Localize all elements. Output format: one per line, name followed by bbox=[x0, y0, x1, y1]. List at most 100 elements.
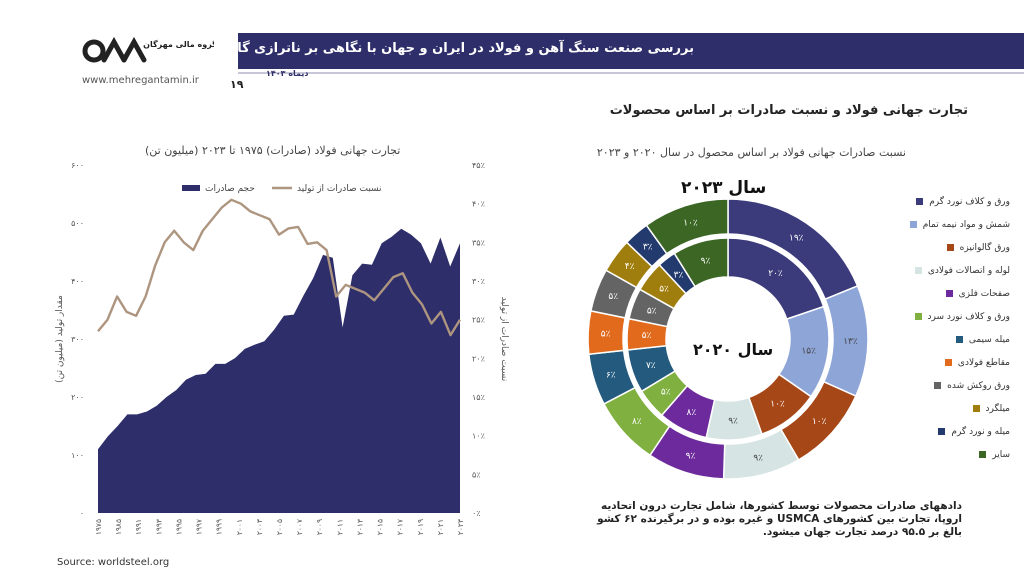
report-title: بررسی صنعت سنگ آهن و فولاد در ایران و جه… bbox=[88, 41, 694, 56]
company-logo: گروه مالی مهرگان bbox=[82, 36, 214, 63]
y-left-tick: ۳۰۰ bbox=[71, 335, 84, 344]
inner-ring-slice-label: ۲۰٪ bbox=[768, 269, 783, 279]
legend-item: صفحات فلزی bbox=[860, 282, 1010, 305]
y-left-tick: ۲۰۰ bbox=[71, 393, 84, 402]
logo-text: گروه مالی مهرگان bbox=[143, 39, 214, 49]
x-tick: ۲۰۲۳ bbox=[456, 519, 465, 535]
outer-ring-slice-label: ۸٪ bbox=[632, 417, 642, 427]
y-right-tick: ۳۰٪ bbox=[472, 277, 485, 286]
legend-swatch bbox=[934, 382, 942, 389]
footnote: دادههای صادرات محصولات توسط کشورها، شامل… bbox=[597, 500, 962, 538]
legend-swatch-volume bbox=[182, 185, 200, 191]
y-left-tick: ۶۰۰ bbox=[71, 161, 84, 170]
legend-label: لوله و اتصالات فولادی bbox=[927, 265, 1010, 276]
legend-item: سایر bbox=[860, 443, 1010, 466]
source-note: Source: worldsteel.org bbox=[57, 557, 170, 568]
pie-chart-title: نسبت صادرات جهانی فولاد بر اساس محصول در… bbox=[596, 146, 906, 159]
outer-ring-slice-label: ۵٪ bbox=[608, 292, 618, 302]
y-right-tick: ۲۵٪ bbox=[472, 316, 485, 325]
inner-ring-slice bbox=[673, 237, 729, 288]
y-left-axis-title: مقدار تولید (میلیون تن) bbox=[55, 295, 65, 383]
legend-label: میله سیمی bbox=[968, 334, 1010, 345]
y-right-tick: ۴۰٪ bbox=[472, 200, 485, 209]
y-left-tick: ۴۰۰ bbox=[71, 277, 84, 286]
outer-ring-slice-label: ۹٪ bbox=[753, 454, 763, 464]
inner-ring-slice-label: ۵٪ bbox=[661, 387, 671, 397]
legend-swatch bbox=[946, 244, 954, 251]
y-left-tick: ۵۰۰ bbox=[71, 219, 84, 228]
report-date: دیماه ۱۴۰۳ bbox=[266, 69, 309, 78]
outer-ring-slice-label: ۴٪ bbox=[625, 262, 635, 272]
inner-ring-slice-label: ۵٪ bbox=[659, 284, 669, 294]
section-title: تجارت جهانی فولاد و نسبت صادرات بر اساس … bbox=[609, 103, 968, 118]
x-tick: ۲۰۲۱ bbox=[436, 519, 445, 535]
legend-item: میلگرد bbox=[860, 397, 1010, 420]
x-tick: ۲۰۱۹ bbox=[416, 519, 425, 535]
y-right-tick: ۱۰٪ bbox=[472, 432, 485, 441]
legend-item: لوله و اتصالات فولادی bbox=[860, 259, 1010, 282]
inner-ring-slice-label: ۷٪ bbox=[646, 361, 656, 371]
outer-ring-slice-label: ۹٪ bbox=[686, 452, 696, 462]
legend-item: مقاطع فولادی bbox=[860, 351, 1010, 374]
outer-ring-label: سال ۲۰۲۳ bbox=[681, 178, 767, 198]
legend-item: شمش و مواد نیمه تمام bbox=[860, 213, 1010, 236]
legend-swatch bbox=[972, 405, 980, 412]
inner-ring-slice-label: ۳٪ bbox=[674, 270, 684, 280]
x-tick: ۱۹۸۵ bbox=[114, 519, 123, 535]
outer-ring-slice bbox=[645, 198, 729, 255]
legend-item: میله و نورد گرم bbox=[860, 420, 1010, 443]
legend-swatch bbox=[955, 336, 963, 343]
site-url[interactable]: www.mehregantamin.ir bbox=[82, 75, 199, 86]
legend-label: میله و نورد گرم bbox=[951, 426, 1010, 437]
outer-ring-slice-label: ۱۰٪ bbox=[683, 218, 698, 228]
y-right-tick: ۳۵٪ bbox=[472, 238, 485, 247]
y-left-tick: ۱۰۰ bbox=[71, 451, 84, 460]
y-left-tick: ۰ bbox=[80, 509, 84, 518]
page-number: ۱۹ bbox=[230, 78, 244, 91]
area-chart-title: تجارت جهانی فولاد (صادرات) ۱۹۷۵ تا ۲۰۲۳ … bbox=[145, 144, 401, 157]
x-tick: ۲۰۰۵ bbox=[275, 519, 284, 535]
legend-swatch bbox=[914, 267, 922, 274]
legend-swatch bbox=[944, 359, 952, 366]
legend-label: شمش و مواد نیمه تمام bbox=[922, 219, 1010, 230]
header-bar bbox=[238, 33, 1024, 69]
legend-label-ratio: نسبت صادرات از تولید bbox=[297, 184, 382, 194]
legend-label: صفحات فلزی bbox=[958, 288, 1010, 299]
x-tick: ۱۹۹۳ bbox=[154, 519, 163, 535]
legend-item: ورق گالوانیزه bbox=[860, 236, 1010, 259]
legend-label: سایر bbox=[992, 449, 1010, 460]
legend-label: ورق روکش شده bbox=[947, 380, 1010, 391]
inner-ring-slice-label: ۵٪ bbox=[647, 306, 657, 316]
legend-label-volume: حجم صادرات bbox=[205, 184, 255, 194]
export-ratio-line bbox=[97, 198, 462, 337]
legend-label: ورق و کلاف نورد گرم bbox=[929, 196, 1010, 207]
y-right-tick: ۴۵٪ bbox=[472, 161, 485, 170]
legend-label: ورق گالوانیزه bbox=[959, 242, 1010, 253]
legend-label: ورق و کلاف نورد سرد bbox=[927, 311, 1010, 322]
legend-swatch bbox=[909, 221, 917, 228]
x-tick: ۲۰۱۷ bbox=[396, 519, 405, 535]
x-tick: ۱۹۷۵ bbox=[94, 519, 103, 535]
outer-ring-slice-label: ۱۹٪ bbox=[789, 233, 804, 243]
x-tick: ۱۹۹۷ bbox=[195, 519, 204, 535]
outer-ring-slice-label: ۱۰٪ bbox=[812, 417, 827, 427]
y-right-tick: ۲۰٪ bbox=[472, 354, 485, 363]
y-right-axis-title: نسبت صادرات از تولید bbox=[499, 297, 509, 382]
legend-label: مقاطع فولادی bbox=[957, 357, 1010, 368]
legend-swatch bbox=[938, 428, 946, 435]
legend-swatch bbox=[945, 290, 953, 297]
inner-ring-slice-label: ۹٪ bbox=[701, 257, 711, 267]
legend-item: ورق روکش شده bbox=[860, 374, 1010, 397]
pie-chart: ۱۹٪ ۱۳٪ ۱۰٪ ۹٪ ۹٪ ۸٪ ۶٪ ۵٪ ۵٪ ۴٪ ۳٪ ۱۰٪ ۲۰٪ ۱۵٪ ۱۰٪ ۹٪ ۸… bbox=[587, 198, 869, 480]
legend-swatch bbox=[979, 451, 987, 458]
inner-ring-slice-label: ۵٪ bbox=[642, 331, 652, 341]
outer-ring-slice-label: ۶٪ bbox=[606, 371, 616, 381]
x-tick: ۲۰۱۱ bbox=[335, 519, 344, 535]
x-tick: ۲۰۱۳ bbox=[355, 519, 364, 535]
outer-ring-slice-label: ۱۳٪ bbox=[843, 337, 858, 347]
y-right-tick: ۱۵٪ bbox=[472, 393, 485, 402]
y-right-tick: ۰٪ bbox=[472, 509, 481, 518]
inner-ring-slice-label: ۱۵٪ bbox=[801, 346, 816, 356]
legend-item: میله سیمی bbox=[860, 328, 1010, 351]
legend-swatch bbox=[914, 313, 922, 320]
